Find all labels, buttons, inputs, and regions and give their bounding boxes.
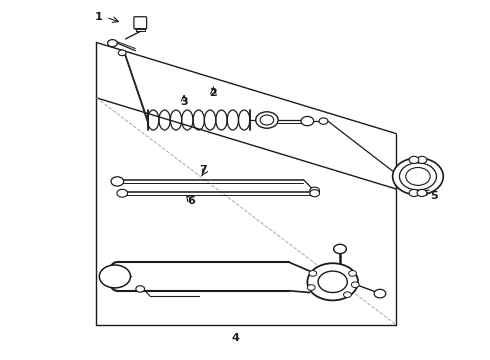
Text: 6: 6 — [188, 197, 196, 206]
Circle shape — [118, 50, 126, 56]
Circle shape — [99, 265, 130, 288]
Text: 3: 3 — [180, 98, 188, 108]
Circle shape — [136, 286, 145, 292]
Circle shape — [307, 263, 358, 300]
Circle shape — [256, 112, 278, 128]
Circle shape — [309, 271, 317, 276]
Text: 2: 2 — [209, 88, 217, 98]
Circle shape — [409, 189, 419, 197]
Circle shape — [117, 189, 127, 197]
Text: 5: 5 — [430, 191, 438, 201]
Circle shape — [319, 118, 328, 124]
Circle shape — [374, 289, 386, 298]
Circle shape — [343, 292, 351, 297]
Circle shape — [307, 285, 315, 291]
Text: 4: 4 — [231, 333, 239, 343]
Circle shape — [111, 177, 123, 186]
Circle shape — [417, 189, 427, 197]
FancyBboxPatch shape — [134, 17, 147, 29]
Text: 1: 1 — [95, 12, 103, 22]
Circle shape — [351, 282, 359, 288]
Circle shape — [310, 190, 319, 197]
Text: 7: 7 — [200, 165, 207, 175]
Circle shape — [392, 158, 443, 195]
Circle shape — [108, 40, 117, 47]
Circle shape — [417, 156, 427, 163]
Circle shape — [310, 187, 319, 194]
Circle shape — [409, 156, 419, 163]
Circle shape — [334, 244, 346, 253]
Circle shape — [301, 116, 314, 126]
Circle shape — [348, 271, 356, 276]
